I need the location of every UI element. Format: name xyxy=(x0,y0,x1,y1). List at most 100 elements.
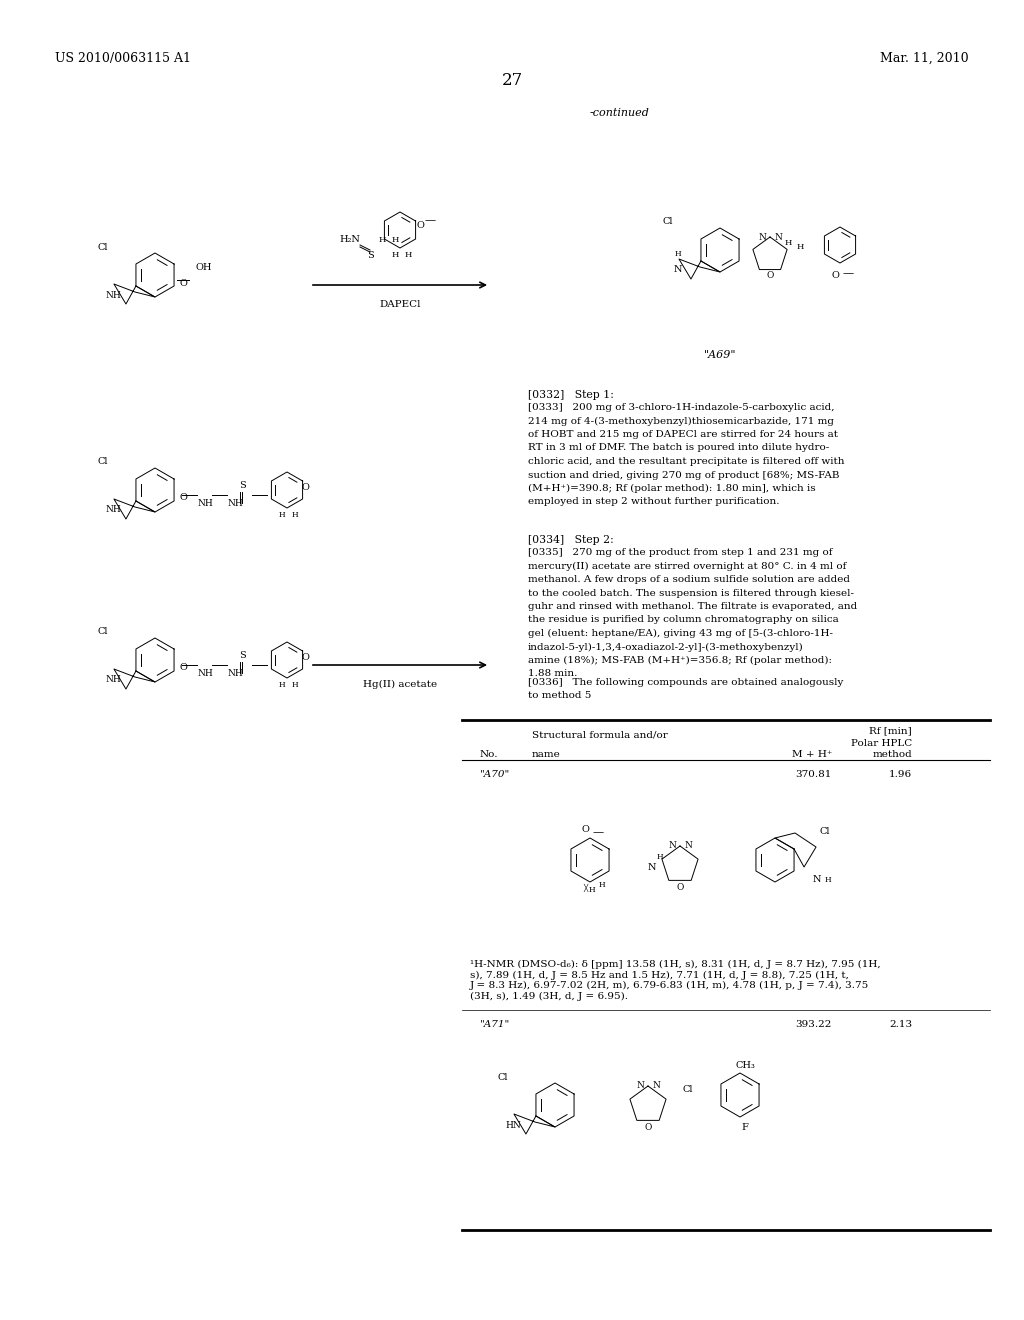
Text: O: O xyxy=(676,883,684,891)
Text: 27: 27 xyxy=(502,73,522,88)
Text: O: O xyxy=(644,1122,651,1131)
Text: RT in 3 ml of DMF. The batch is poured into dilute hydro-: RT in 3 ml of DMF. The batch is poured i… xyxy=(528,444,829,453)
Text: H: H xyxy=(378,236,386,244)
Text: H: H xyxy=(784,239,792,247)
Text: HN: HN xyxy=(505,1121,521,1130)
Text: Cl: Cl xyxy=(663,218,673,227)
Text: amine (18%); MS-FAB (M+H⁺)=356.8; Rf (polar method):: amine (18%); MS-FAB (M+H⁺)=356.8; Rf (po… xyxy=(528,656,831,665)
Text: H: H xyxy=(279,511,286,519)
Text: 370.81: 370.81 xyxy=(796,770,831,779)
Text: N: N xyxy=(674,265,682,275)
Text: [0334]   Step 2:: [0334] Step 2: xyxy=(528,535,613,545)
Text: Cl: Cl xyxy=(820,828,830,837)
Text: —: — xyxy=(424,215,435,224)
Text: O: O xyxy=(301,483,309,491)
Text: "A69": "A69" xyxy=(703,350,736,360)
Text: NH: NH xyxy=(227,668,243,677)
Text: S: S xyxy=(239,480,246,490)
Text: to method 5: to method 5 xyxy=(528,692,592,701)
Text: [0333]   200 mg of 3-chloro-1H-indazole-5-carboxylic acid,: [0333] 200 mg of 3-chloro-1H-indazole-5-… xyxy=(528,403,835,412)
Text: 393.22: 393.22 xyxy=(796,1020,831,1030)
Text: Cl: Cl xyxy=(683,1085,693,1094)
Text: H: H xyxy=(404,251,412,259)
Text: "A70": "A70" xyxy=(480,770,510,779)
Text: name: name xyxy=(532,750,561,759)
Text: -continued: -continued xyxy=(590,108,650,117)
Text: gel (eluent: heptane/EA), giving 43 mg of [5-(3-chloro-1H-: gel (eluent: heptane/EA), giving 43 mg o… xyxy=(528,630,833,638)
Text: CH₃: CH₃ xyxy=(735,1060,755,1069)
Text: H: H xyxy=(292,681,298,689)
Text: NH: NH xyxy=(105,290,121,300)
Text: [0335]   270 mg of the product from step 1 and 231 mg of: [0335] 270 mg of the product from step 1… xyxy=(528,548,833,557)
Text: S: S xyxy=(367,251,374,260)
Text: DAPECl: DAPECl xyxy=(379,300,421,309)
Text: M + H⁺: M + H⁺ xyxy=(792,750,831,759)
Text: Cl: Cl xyxy=(97,243,109,252)
Text: ¹H-NMR (DMSO-d₆): δ [ppm] 13.58 (1H, s), 8.31 (1H, d, J = 8.7 Hz), 7.95 (1H,
s),: ¹H-NMR (DMSO-d₆): δ [ppm] 13.58 (1H, s),… xyxy=(470,960,881,1001)
Text: [0332]   Step 1:: [0332] Step 1: xyxy=(528,389,613,400)
Text: N: N xyxy=(774,232,782,242)
Text: O: O xyxy=(179,494,187,503)
Text: No.: No. xyxy=(480,750,499,759)
Text: H: H xyxy=(656,853,664,861)
Text: suction and dried, giving 270 mg of product [68%; MS-FAB: suction and dried, giving 270 mg of prod… xyxy=(528,470,840,479)
Text: NH: NH xyxy=(105,506,121,515)
Text: S: S xyxy=(239,651,246,660)
Text: N: N xyxy=(668,841,676,850)
Text: Polar HPLC: Polar HPLC xyxy=(851,739,912,748)
Text: H: H xyxy=(675,249,681,257)
Text: Mar. 11, 2010: Mar. 11, 2010 xyxy=(881,51,969,65)
Text: 1.88 min.: 1.88 min. xyxy=(528,669,578,678)
Text: Structural formula and/or: Structural formula and/or xyxy=(532,730,668,739)
Text: NH: NH xyxy=(105,676,121,685)
Text: F: F xyxy=(741,1122,749,1131)
Text: —: — xyxy=(843,268,854,279)
Text: O: O xyxy=(416,220,424,230)
Text: H: H xyxy=(391,236,398,244)
Text: O: O xyxy=(179,279,187,288)
Text: —: — xyxy=(593,828,603,837)
Text: 2.13: 2.13 xyxy=(889,1020,912,1030)
Text: O: O xyxy=(766,271,774,280)
Text: N: N xyxy=(758,232,766,242)
Text: H: H xyxy=(589,886,595,894)
Text: O: O xyxy=(581,825,589,834)
Text: to the cooled batch. The suspension is filtered through kiesel-: to the cooled batch. The suspension is f… xyxy=(528,589,854,598)
Text: O: O xyxy=(179,664,187,672)
Text: H: H xyxy=(797,243,804,251)
Text: Hg(II) acetate: Hg(II) acetate xyxy=(362,680,437,689)
Text: mercury(II) acetate are stirred overnight at 80° C. in 4 ml of: mercury(II) acetate are stirred overnigh… xyxy=(528,561,847,570)
Text: US 2010/0063115 A1: US 2010/0063115 A1 xyxy=(55,51,191,65)
Text: N: N xyxy=(652,1081,659,1089)
Text: methanol. A few drops of a sodium sulfide solution are added: methanol. A few drops of a sodium sulfid… xyxy=(528,576,850,583)
Text: N: N xyxy=(813,875,821,884)
Text: (M+H⁺)=390.8; Rf (polar method): 1.80 min], which is: (M+H⁺)=390.8; Rf (polar method): 1.80 mi… xyxy=(528,484,816,494)
Text: N: N xyxy=(636,1081,644,1089)
Text: ╳: ╳ xyxy=(583,884,587,892)
Text: H: H xyxy=(292,511,298,519)
Text: O: O xyxy=(301,652,309,661)
Text: N: N xyxy=(684,841,692,850)
Text: "A71": "A71" xyxy=(480,1020,510,1030)
Text: H: H xyxy=(825,876,831,884)
Text: of HOBT and 215 mg of DAPECl are stirred for 24 hours at: of HOBT and 215 mg of DAPECl are stirred… xyxy=(528,430,838,440)
Text: H: H xyxy=(599,880,605,888)
Text: 214 mg of 4-(3-methoxybenzyl)thiosemicarbazide, 171 mg: 214 mg of 4-(3-methoxybenzyl)thiosemicar… xyxy=(528,417,834,425)
Text: H: H xyxy=(391,251,398,259)
Text: NH: NH xyxy=(227,499,243,507)
Text: 1.96: 1.96 xyxy=(889,770,912,779)
Text: [0336]   The following compounds are obtained analogously: [0336] The following compounds are obtai… xyxy=(528,678,844,686)
Text: indazol-5-yl)-1,3,4-oxadiazol-2-yl]-(3-methoxybenzyl): indazol-5-yl)-1,3,4-oxadiazol-2-yl]-(3-m… xyxy=(528,643,804,652)
Text: NH: NH xyxy=(197,499,213,507)
Text: O: O xyxy=(831,271,839,280)
Text: NH: NH xyxy=(197,668,213,677)
Text: OH: OH xyxy=(195,263,212,272)
Text: H: H xyxy=(279,681,286,689)
Text: chloric acid, and the resultant precipitate is filtered off with: chloric acid, and the resultant precipit… xyxy=(528,457,845,466)
Text: Cl: Cl xyxy=(498,1072,508,1081)
Text: the residue is purified by column chromatography on silica: the residue is purified by column chroma… xyxy=(528,615,839,624)
Text: H₂N: H₂N xyxy=(340,235,360,244)
Text: Cl: Cl xyxy=(97,627,109,636)
Text: guhr and rinsed with methanol. The filtrate is evaporated, and: guhr and rinsed with methanol. The filtr… xyxy=(528,602,857,611)
Text: Rf [min]: Rf [min] xyxy=(869,726,912,735)
